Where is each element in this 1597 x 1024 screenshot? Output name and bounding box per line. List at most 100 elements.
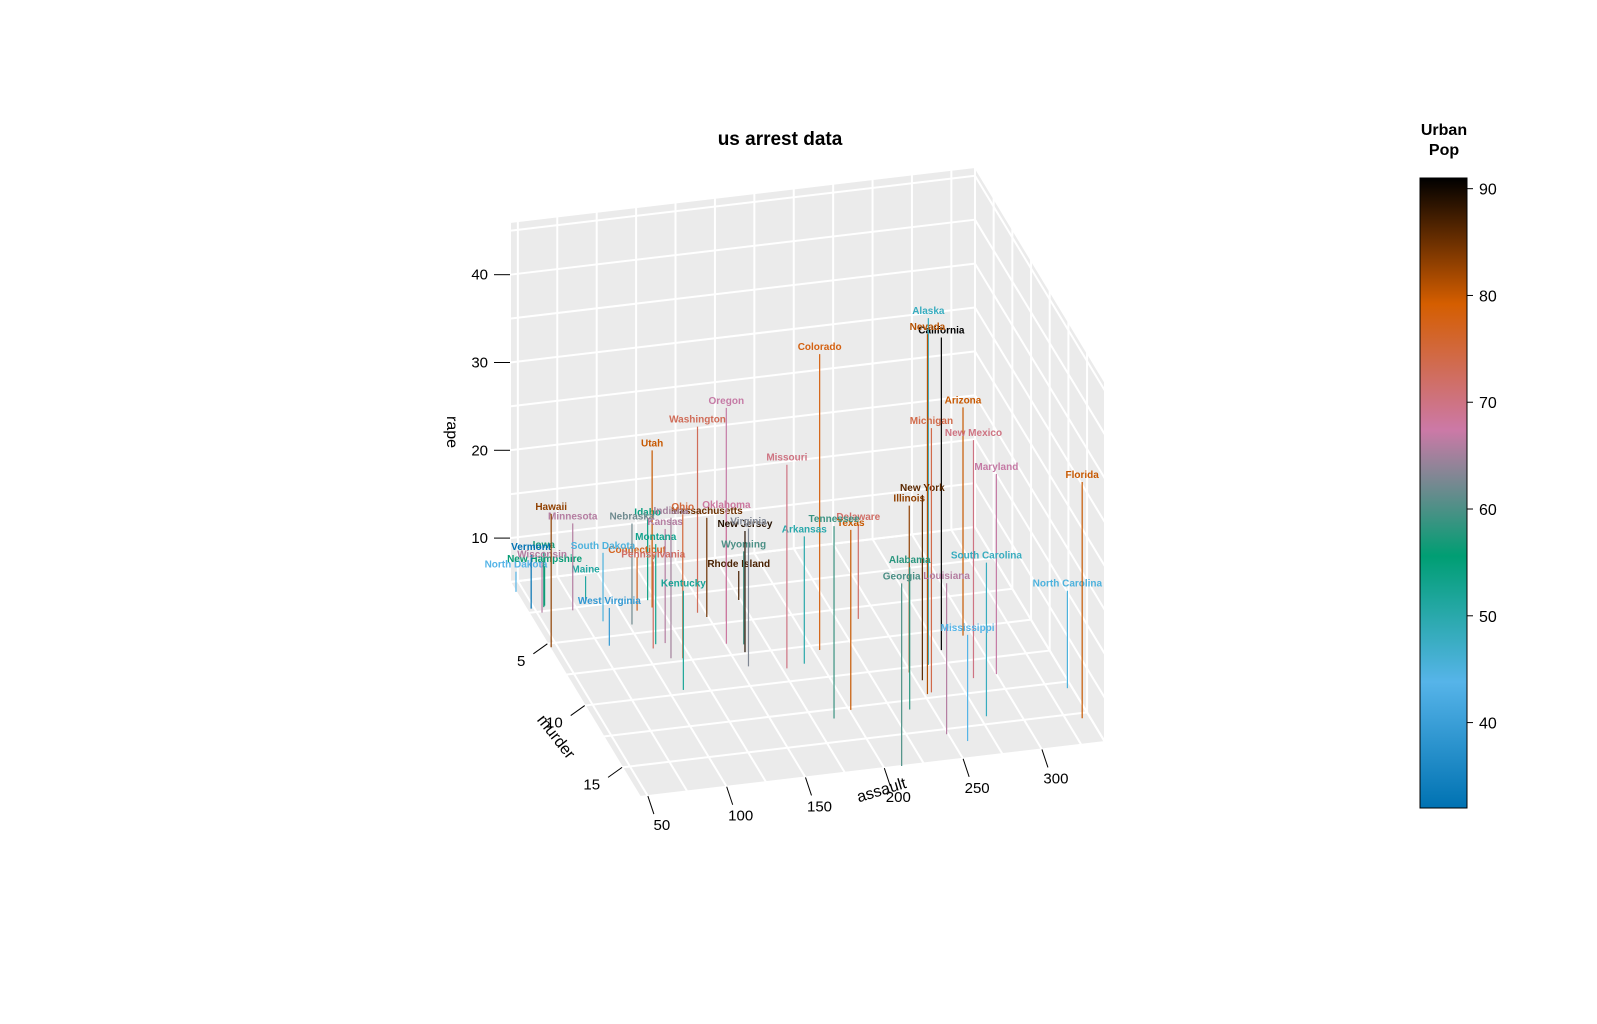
state-label-alabama: Alabama — [889, 555, 931, 566]
floor-gridline-x — [635, 566, 767, 783]
chart-panes — [508, 163, 1107, 799]
legend-tick-label: 50 — [1479, 609, 1497, 626]
state-label-north-carolina: North Carolina — [1033, 579, 1103, 590]
right-gridline-z — [974, 306, 1106, 524]
state-label-iowa: Iowa — [533, 540, 556, 551]
right-gridline-z — [974, 350, 1106, 567]
floor-gridline-x — [911, 533, 1043, 750]
y-tick-label: 15 — [583, 776, 600, 793]
back-gridline-z — [509, 174, 976, 232]
legend-tick-label: 90 — [1479, 182, 1497, 199]
state-label-utah: Utah — [641, 438, 663, 449]
state-label-louisiana: Louisiana — [923, 571, 970, 582]
z-tick-label: 40 — [471, 267, 488, 284]
state-label-wyoming: Wyoming — [721, 539, 766, 550]
state-label-nebraska: Nebraska — [609, 512, 654, 523]
right-gridline-z — [974, 219, 1106, 436]
x-tick — [647, 795, 655, 815]
state-label-west-virginia: West Virginia — [578, 596, 641, 607]
state-label-maine: Maine — [571, 564, 600, 575]
x-tick-label: 100 — [728, 808, 753, 825]
floor-gridline-y — [528, 556, 994, 614]
state-label-virginia: Virginia — [730, 516, 767, 527]
back-gridline-z — [509, 394, 976, 452]
floor-gridline-x — [753, 552, 886, 769]
state-label-idaho: Idaho — [634, 507, 661, 518]
state-label-indiana: Indiana — [653, 506, 688, 517]
state-label-vermont: Vermont — [511, 542, 552, 553]
floor-gridline-x — [714, 557, 846, 774]
y-tick — [570, 705, 586, 716]
floor-gridline-y — [621, 711, 1088, 769]
state-label-connecticut: Connecticut — [608, 545, 666, 556]
x-tick-label: 200 — [886, 789, 911, 806]
state-label-washington: Washington — [669, 415, 726, 426]
legend-title-line-2: Pop — [1429, 142, 1459, 159]
right-gridline-z — [974, 175, 1106, 392]
floor-gridline-y — [584, 649, 1050, 707]
x-tick — [805, 777, 812, 796]
floor-gridline-x — [595, 571, 728, 788]
state-label-ohio: Ohio — [671, 502, 694, 513]
floor-gridline-y — [603, 680, 1069, 738]
back-gridline-z — [509, 306, 976, 364]
legend-tick-label: 60 — [1479, 502, 1497, 519]
back-gridline-z — [509, 482, 976, 540]
legend-ticks: 40 50 60 70 80 90 — [1467, 182, 1497, 733]
state-label-missouri: Missouri — [766, 453, 807, 464]
x-tick-label: 150 — [807, 798, 832, 815]
floor-gridline-x — [517, 580, 649, 797]
x-tick — [726, 786, 734, 805]
legend-tick-label: 80 — [1479, 288, 1497, 305]
x-tick — [962, 758, 970, 777]
floor-gridline-x — [832, 543, 964, 760]
state-label-california: California — [918, 326, 965, 337]
state-label-oklahoma: Oklahoma — [702, 500, 751, 511]
state-label-rhode-island: Rhode Island — [707, 559, 770, 570]
z-tick-label: 10 — [471, 530, 488, 547]
back-gridline-z — [509, 218, 976, 276]
state-label-pennsylvania: Pennsylvania — [621, 550, 685, 561]
state-label-south-carolina: South Carolina — [951, 551, 1023, 562]
z-axis-label: rape — [443, 416, 460, 448]
floor-gridline-y — [565, 618, 1032, 676]
state-label-alaska: Alaska — [912, 306, 945, 317]
y-tick — [533, 643, 548, 655]
color-legend: Urban Pop 40 50 60 70 80 90 — [1419, 122, 1497, 809]
state-label-kentucky: Kentucky — [661, 579, 706, 590]
back-gridline-z — [509, 350, 976, 408]
state-label-maryland: Maryland — [974, 462, 1018, 473]
state-label-illinois: Illinois — [893, 494, 925, 505]
state-label-south-dakota: South Dakota — [571, 541, 636, 552]
x-tick — [1041, 749, 1049, 768]
state-label-colorado: Colorado — [798, 342, 842, 353]
state-label-delaware: Delaware — [836, 512, 880, 523]
legend-title-line-1: Urban — [1421, 122, 1467, 139]
back-gridline-z — [509, 526, 976, 583]
state-label-new-york: New York — [900, 483, 945, 494]
x-tick-label: 250 — [965, 780, 990, 797]
state-label-kansas: Kansas — [647, 517, 683, 528]
state-label-georgia: Georgia — [883, 571, 921, 582]
chart-grid — [509, 169, 1106, 797]
state-label-nevada: Nevada — [910, 322, 946, 333]
state-label-oregon: Oregon — [709, 396, 745, 407]
right-gridline-z — [974, 394, 1106, 611]
y-tick-label: 10 — [546, 715, 563, 732]
x-tick-label: 50 — [654, 817, 671, 834]
back-gridline-z — [509, 438, 976, 496]
legend-tick-label: 70 — [1479, 395, 1497, 412]
state-label-michigan: Michigan — [910, 416, 953, 427]
state-label-tennessee: Tennessee — [809, 514, 860, 525]
y-tick — [607, 766, 623, 778]
legend-tick-label: 40 — [1479, 716, 1497, 733]
chart-title: us arrest data — [718, 129, 843, 150]
state-label-north-dakota: North Dakota — [485, 560, 548, 571]
floor-gridline-x — [556, 575, 689, 792]
state-label-arizona: Arizona — [945, 395, 982, 406]
x-tick-label: 300 — [1043, 770, 1068, 787]
legend-color-bar — [1419, 177, 1468, 809]
state-label-new-hampshire: New Hampshire — [507, 554, 582, 565]
